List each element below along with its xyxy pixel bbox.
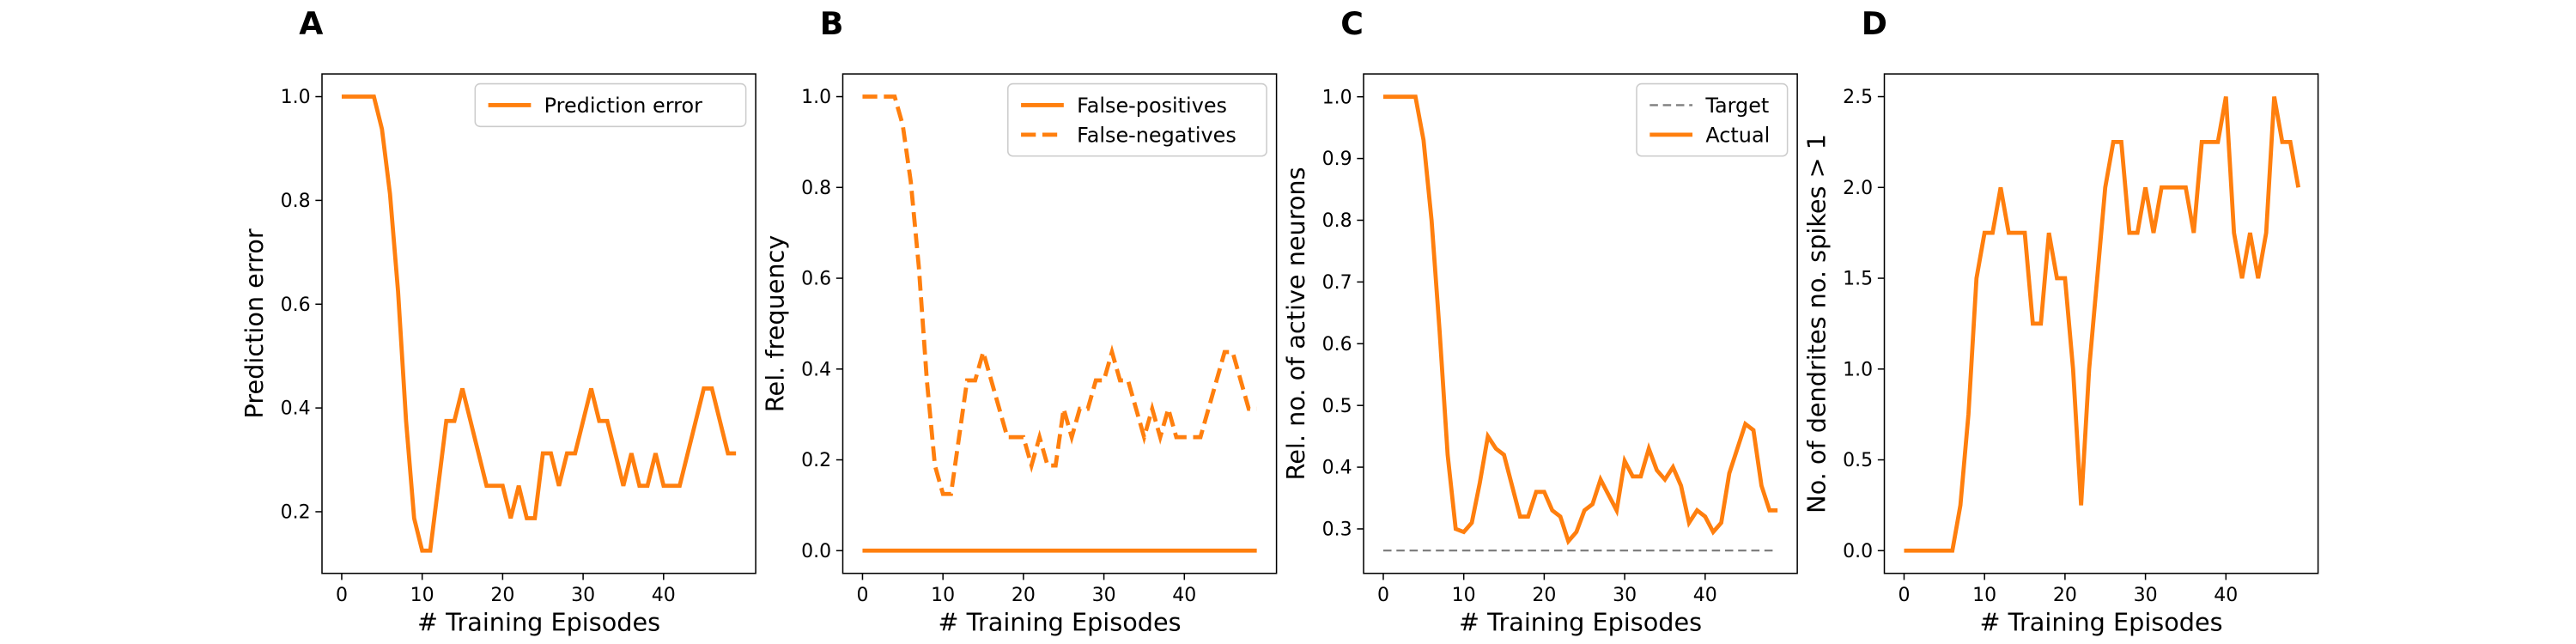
data-line (862, 94, 1257, 496)
y-tick-label: 2.5 (1843, 87, 1873, 108)
legend-box (1007, 82, 1267, 157)
legend-label: Actual (1705, 123, 1770, 147)
x-tick-label: 40 (2214, 585, 2238, 606)
plot-frame (1883, 73, 2319, 574)
x-tick-label: 20 (2053, 585, 2077, 606)
y-tick-label: 0.2 (801, 450, 831, 471)
y-tick-label: 0.0 (801, 541, 831, 562)
data-line (341, 94, 737, 553)
y-tick-label: 0.7 (1322, 272, 1352, 294)
x-tick-label: 0 (336, 585, 348, 606)
x-tick-label: 0 (856, 585, 868, 606)
y-tick-label: 0.9 (1322, 149, 1352, 170)
y-tick-label: 2.0 (1843, 178, 1873, 199)
y-tick-label: 0.6 (281, 295, 311, 316)
plot-frame (1363, 73, 1798, 574)
y-tick-label: 0.8 (1322, 210, 1352, 232)
y-tick-label: 0.8 (801, 178, 831, 199)
y-tick-label: 1.0 (1843, 359, 1873, 380)
y-axis-label: Rel. frequency (761, 235, 790, 412)
x-tick-label: 0 (1898, 585, 1910, 606)
panel-label: C (1340, 5, 1364, 42)
data-line (1382, 94, 1778, 546)
data-line (1904, 96, 2301, 553)
y-axis-label: No. of dendrites no. spikes > 1 (1802, 134, 1832, 513)
y-tick-label: 0.4 (801, 359, 831, 380)
legend-label: False-negatives (1077, 123, 1236, 147)
x-tick-label: 20 (1532, 585, 1556, 606)
y-tick-label: 0.5 (1322, 396, 1352, 417)
y-axis-label: Rel. no. of active neurons (1281, 167, 1310, 480)
plot-frame (841, 73, 1278, 574)
x-tick-label: 30 (2134, 585, 2158, 606)
plot-frame (321, 73, 756, 574)
y-tick-label: 1.0 (801, 87, 831, 108)
panel-label: D (1862, 5, 1887, 42)
x-axis-label: # Training Episodes (939, 608, 1182, 637)
x-tick-label: 10 (1452, 585, 1476, 606)
x-axis-label: # Training Episodes (417, 608, 660, 637)
y-tick-label: 0.4 (281, 398, 311, 420)
x-axis-label: # Training Episodes (1980, 608, 2223, 637)
x-tick-label: 40 (1693, 585, 1717, 606)
y-tick-label: 0.8 (281, 191, 311, 212)
legend-box (1636, 82, 1789, 157)
x-tick-label: 40 (1172, 585, 1196, 606)
y-tick-label: 0.2 (281, 502, 311, 524)
panel-label: B (820, 5, 844, 42)
x-tick-label: 0 (1377, 585, 1389, 606)
legend-box (474, 82, 747, 128)
y-tick-label: 0.5 (1843, 450, 1873, 471)
x-tick-label: 10 (410, 585, 434, 606)
x-tick-label: 20 (490, 585, 514, 606)
y-tick-label: 0.4 (1322, 458, 1352, 479)
y-tick-label: 1.0 (281, 87, 311, 108)
x-tick-label: 20 (1012, 585, 1036, 606)
x-tick-label: 30 (571, 585, 595, 606)
y-tick-label: 0.6 (801, 269, 831, 290)
x-tick-label: 10 (1972, 585, 1996, 606)
x-tick-label: 30 (1613, 585, 1637, 606)
x-tick-label: 40 (652, 585, 676, 606)
y-tick-label: 1.5 (1843, 269, 1873, 290)
x-tick-label: 10 (931, 585, 955, 606)
y-tick-label: 0.3 (1322, 519, 1352, 541)
panel-label: A (299, 5, 323, 42)
x-axis-label: # Training Episodes (1459, 608, 1702, 637)
y-tick-label: 1.0 (1322, 87, 1352, 108)
legend-label: Target (1704, 94, 1769, 118)
y-tick-label: 0.0 (1843, 541, 1873, 562)
y-tick-label: 0.6 (1322, 334, 1352, 355)
legend-label: False-positives (1077, 94, 1227, 118)
y-axis-label: Prediction error (240, 228, 269, 418)
x-tick-label: 30 (1092, 585, 1116, 606)
legend-label: Prediction error (544, 94, 702, 118)
